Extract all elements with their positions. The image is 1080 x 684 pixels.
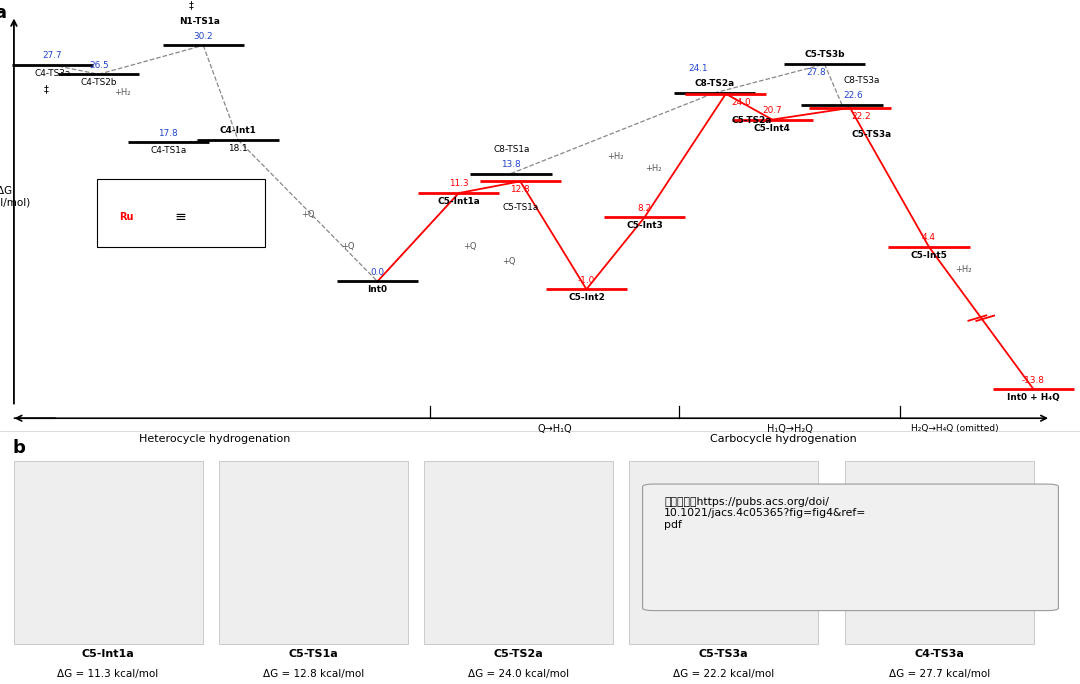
- Text: +Q: +Q: [301, 211, 314, 220]
- Text: C5-TS3a: C5-TS3a: [699, 648, 748, 659]
- Text: N1-TS1a: N1-TS1a: [179, 17, 220, 26]
- Text: 17.8: 17.8: [159, 129, 178, 137]
- Text: ΔG = 27.7 kcal/mol: ΔG = 27.7 kcal/mol: [889, 669, 990, 679]
- Text: ΔG = 12.8 kcal/mol: ΔG = 12.8 kcal/mol: [262, 669, 364, 679]
- Bar: [97, 179, 265, 248]
- Text: C8-TS1a: C8-TS1a: [494, 145, 530, 154]
- Text: Int0: Int0: [367, 285, 388, 294]
- Text: +H₂: +H₂: [607, 152, 624, 161]
- Text: ‡: ‡: [44, 84, 49, 94]
- Text: 24.0: 24.0: [731, 98, 752, 107]
- Text: ≡: ≡: [162, 210, 187, 224]
- Text: b: b: [13, 438, 26, 456]
- Text: Carbocycle hydrogenation: Carbocycle hydrogenation: [711, 434, 858, 444]
- Text: Ru: Ru: [119, 211, 133, 222]
- Text: -1.0: -1.0: [578, 276, 595, 285]
- Text: +H₂: +H₂: [113, 88, 131, 96]
- Text: 13.8: 13.8: [501, 160, 521, 169]
- Text: 20.7: 20.7: [762, 106, 782, 115]
- Text: 24.1: 24.1: [689, 64, 708, 73]
- Text: 0.0: 0.0: [370, 267, 384, 277]
- Text: C5-Int1a: C5-Int1a: [437, 197, 481, 206]
- Text: C5-TS2a: C5-TS2a: [731, 116, 772, 124]
- Text: ‡: ‡: [189, 0, 194, 10]
- Text: -13.8: -13.8: [1022, 376, 1045, 384]
- FancyBboxPatch shape: [218, 461, 407, 644]
- Text: C5-Int4: C5-Int4: [754, 124, 791, 133]
- Text: C5-Int5: C5-Int5: [910, 251, 947, 260]
- Text: 22.2: 22.2: [851, 111, 870, 121]
- Text: C5-TS1a: C5-TS1a: [502, 203, 539, 212]
- Text: ΔG = 11.3 kcal/mol: ΔG = 11.3 kcal/mol: [57, 669, 159, 679]
- Text: 打开网站：https://pubs.acs.org/doi/
10.1021/jacs.4c05365?fig=fig4&ref=
pdf: 打开网站：https://pubs.acs.org/doi/ 10.1021/j…: [664, 497, 866, 530]
- Text: $\Delta$G
(kcal/mol): $\Delta$G (kcal/mol): [0, 183, 30, 207]
- Text: C5-TS1a: C5-TS1a: [288, 648, 338, 659]
- Text: Q→H₁Q: Q→H₁Q: [538, 423, 572, 434]
- Text: 22.6: 22.6: [843, 91, 863, 100]
- Text: 26.5: 26.5: [89, 61, 108, 70]
- Text: +Q: +Q: [341, 241, 355, 251]
- Text: +H₂: +H₂: [646, 163, 662, 172]
- Text: 27.8: 27.8: [807, 68, 826, 77]
- Text: 18.1: 18.1: [228, 144, 248, 153]
- Text: C4-TS1a: C4-TS1a: [150, 146, 187, 155]
- FancyBboxPatch shape: [846, 461, 1034, 644]
- Text: C5-Int2: C5-Int2: [568, 293, 605, 302]
- FancyBboxPatch shape: [423, 461, 612, 644]
- Text: 4.4: 4.4: [922, 233, 936, 242]
- Text: H₁Q→H₂Q: H₁Q→H₂Q: [767, 423, 812, 434]
- Text: C4-TS3a: C4-TS3a: [35, 69, 70, 78]
- Text: C4-Int1: C4-Int1: [219, 127, 256, 135]
- Text: ΔG = 22.2 kcal/mol: ΔG = 22.2 kcal/mol: [673, 669, 774, 679]
- Text: 8.2: 8.2: [637, 204, 651, 213]
- Text: C5-TS3a: C5-TS3a: [851, 130, 891, 139]
- Text: H₂Q→H₄Q (omitted): H₂Q→H₄Q (omitted): [910, 423, 998, 433]
- Text: C5-TS3b: C5-TS3b: [805, 51, 845, 60]
- Text: 27.7: 27.7: [42, 51, 62, 60]
- Text: C4-TS2b: C4-TS2b: [80, 78, 117, 87]
- Text: C4-TS3a: C4-TS3a: [915, 648, 964, 659]
- Text: 11.3: 11.3: [449, 179, 469, 188]
- FancyBboxPatch shape: [14, 461, 203, 644]
- Text: C5-Int1a: C5-Int1a: [82, 648, 134, 659]
- Text: a: a: [0, 4, 6, 22]
- Text: C8-TS3a: C8-TS3a: [843, 76, 879, 86]
- Text: 12.8: 12.8: [511, 185, 530, 194]
- Text: C5-TS2a: C5-TS2a: [494, 648, 543, 659]
- Text: Heterocycle hydrogenation: Heterocycle hydrogenation: [139, 434, 291, 444]
- Text: Int0 + H₄Q: Int0 + H₄Q: [1008, 393, 1059, 402]
- FancyBboxPatch shape: [643, 484, 1058, 611]
- FancyBboxPatch shape: [629, 461, 819, 644]
- Text: ΔG = 24.0 kcal/mol: ΔG = 24.0 kcal/mol: [468, 669, 569, 679]
- Text: +H₂: +H₂: [956, 265, 972, 274]
- Text: C8-TS2a: C8-TS2a: [694, 79, 734, 88]
- Text: +Q: +Q: [463, 241, 477, 251]
- Text: 30.2: 30.2: [193, 31, 213, 40]
- Text: +Q: +Q: [502, 257, 515, 266]
- Text: C5-Int3: C5-Int3: [626, 221, 663, 231]
